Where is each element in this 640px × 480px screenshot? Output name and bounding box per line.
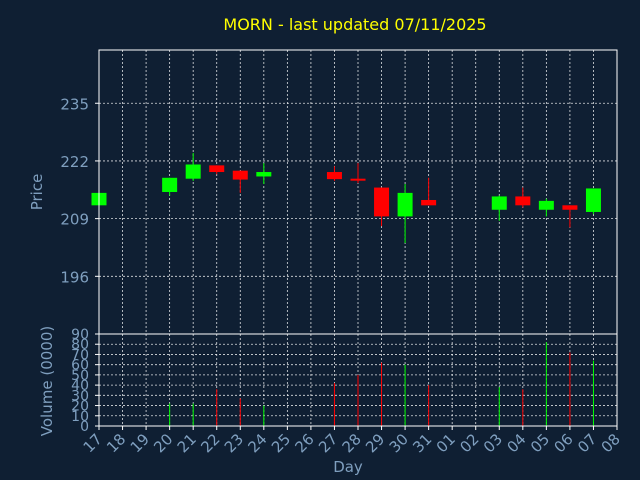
candle-body — [232, 170, 248, 180]
price-axis-label: Price — [28, 174, 46, 211]
x-tick-label: 31 — [409, 430, 435, 456]
x-tick-label: 28 — [339, 430, 365, 456]
x-tick-label: 23 — [221, 430, 247, 456]
candlesticks — [91, 152, 601, 244]
x-tick-label: 19 — [127, 430, 153, 456]
candle-body — [162, 177, 178, 192]
volume-tick-label: 90 — [71, 327, 89, 343]
candle-body — [397, 192, 413, 217]
candle-body — [585, 188, 601, 212]
x-tick-label: 02 — [456, 430, 482, 456]
volume-tick-label: 40 — [71, 378, 89, 394]
x-tick-label: 24 — [244, 430, 270, 456]
x-tick-label: 29 — [362, 430, 388, 456]
x-tick-label: 06 — [551, 430, 577, 456]
x-tick-label: 25 — [268, 430, 294, 456]
x-tick-label: 03 — [480, 430, 506, 456]
x-tick-label: 07 — [574, 430, 600, 456]
candle-body — [256, 172, 272, 177]
candle-body — [562, 205, 578, 210]
x-tick-label: 30 — [386, 430, 412, 456]
x-axis-ticks: 1718192021222324252627282930310102030405… — [80, 426, 624, 456]
candle-body — [374, 187, 390, 217]
candle-body — [491, 196, 507, 210]
candle-body — [326, 172, 342, 180]
price-tick-label: 235 — [60, 95, 89, 113]
chart-title: MORN - last updated 07/11/2025 — [223, 15, 486, 34]
volume-tick-label: 0 — [80, 419, 89, 435]
x-tick-label: 04 — [503, 430, 529, 456]
volume-tick-label: 60 — [71, 358, 89, 374]
x-tick-label: 08 — [598, 430, 624, 456]
x-tick-label: 18 — [103, 430, 129, 456]
candle-body — [538, 200, 554, 210]
volume-bars — [169, 342, 594, 426]
volume-axis-label: Volume (0000) — [38, 326, 56, 436]
x-tick-label: 01 — [433, 430, 459, 456]
candle-body — [515, 196, 531, 206]
x-tick-label: 26 — [292, 430, 318, 456]
price-tick-label: 196 — [60, 268, 89, 286]
price-gridlines — [98, 50, 618, 334]
candle-body — [350, 178, 366, 181]
volume-tick-label: 10 — [71, 409, 89, 425]
volume-tick-label: 50 — [71, 368, 89, 384]
volume-tick-label: 70 — [71, 347, 89, 363]
x-tick-label: 21 — [174, 430, 200, 456]
x-tick-label: 20 — [150, 430, 176, 456]
volume-tick-label: 80 — [71, 337, 89, 353]
x-tick-label: 05 — [527, 430, 553, 456]
x-tick-label: 27 — [315, 430, 341, 456]
price-tick-label: 222 — [60, 153, 89, 171]
candle-body — [421, 199, 437, 206]
candle-body — [209, 165, 225, 173]
volume-tick-label: 20 — [71, 399, 89, 415]
x-axis-label: Day — [333, 458, 363, 476]
candle-body — [185, 164, 201, 179]
price-axis-ticks: 196 209 222 235 — [60, 95, 99, 286]
x-tick-label: 22 — [197, 430, 223, 456]
price-tick-label: 209 — [60, 211, 89, 229]
volume-tick-label: 30 — [71, 388, 89, 404]
